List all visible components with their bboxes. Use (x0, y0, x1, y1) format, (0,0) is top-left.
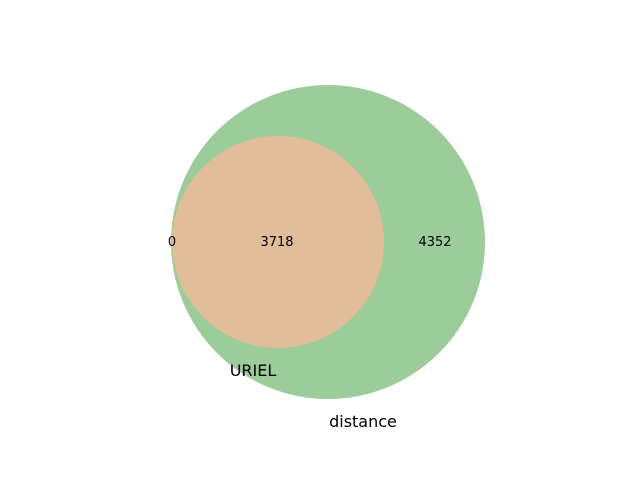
label-uriel: URIEL (230, 361, 277, 380)
circle-uriel (172, 136, 384, 348)
count-intersection: 3718 (260, 235, 293, 250)
count-distance-only: 4352 (418, 235, 451, 250)
count-uriel-only: 0 (168, 235, 176, 250)
label-distance: distance (329, 412, 397, 431)
